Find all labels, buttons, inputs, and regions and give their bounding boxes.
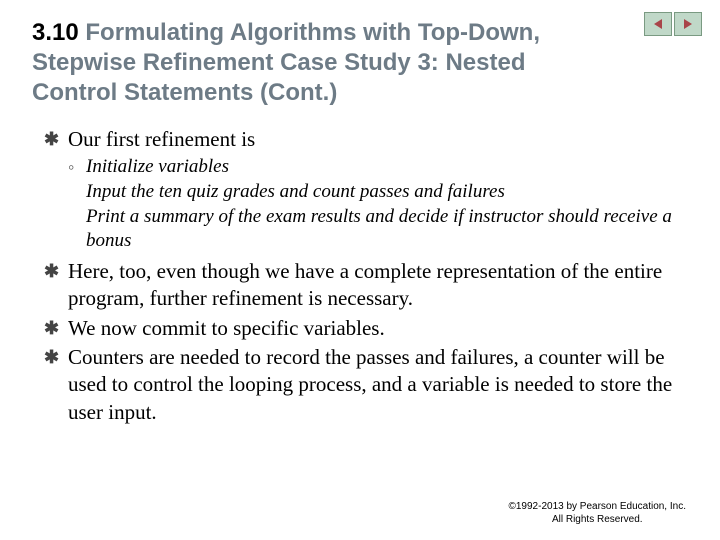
bullet-item: ✱ Our first refinement is [44,126,688,153]
nav-buttons [644,12,702,36]
bullet-icon: ✱ [44,258,68,282]
bullet-item: ✱ Counters are needed to record the pass… [44,344,688,426]
triangle-left-icon [651,17,665,31]
nav-prev-button[interactable] [644,12,672,36]
slide-content: ✱ Our first refinement is ◦ Initialize v… [32,126,688,426]
bullet-text: Counters are needed to record the passes… [68,344,688,426]
sub-bullet-text: Initialize variables Input the ten quiz … [86,155,688,254]
slide-heading: 3.10 Formulating Algorithms with Top-Dow… [32,18,688,108]
bullet-icon: ✱ [44,344,68,368]
sub-bullet-icon: ◦ [68,155,86,178]
nav-next-button[interactable] [674,12,702,36]
bullet-text: Here, too, even though we have a complet… [68,258,688,313]
sub-line: Initialize variables [86,156,229,177]
bullet-item: ✱ We now commit to specific variables. [44,315,688,342]
copyright: ©1992-2013 by Pearson Education, Inc. Al… [509,500,687,526]
heading-number: 3.10 [32,19,79,46]
heading-title: Formulating Algorithms with Top-Down, St… [32,19,540,106]
corner-accent [0,510,140,540]
triangle-right-icon [681,17,695,31]
bullet-icon: ✱ [44,126,68,150]
bullet-icon: ✱ [44,315,68,339]
bullet-item: ✱ Here, too, even though we have a compl… [44,258,688,313]
copyright-line1: ©1992-2013 by Pearson Education, Inc. [509,501,687,512]
sub-line: Input the ten quiz grades and count pass… [86,181,505,202]
slide-container: 3.10 Formulating Algorithms with Top-Dow… [0,0,720,540]
bullet-text: We now commit to specific variables. [68,315,385,342]
sub-bullet-item: ◦ Initialize variables Input the ten qui… [68,155,688,254]
bullet-text: Our first refinement is [68,126,255,153]
sub-line: Print a summary of the exam results and … [86,206,672,252]
copyright-line2: All Rights Reserved. [552,514,643,525]
